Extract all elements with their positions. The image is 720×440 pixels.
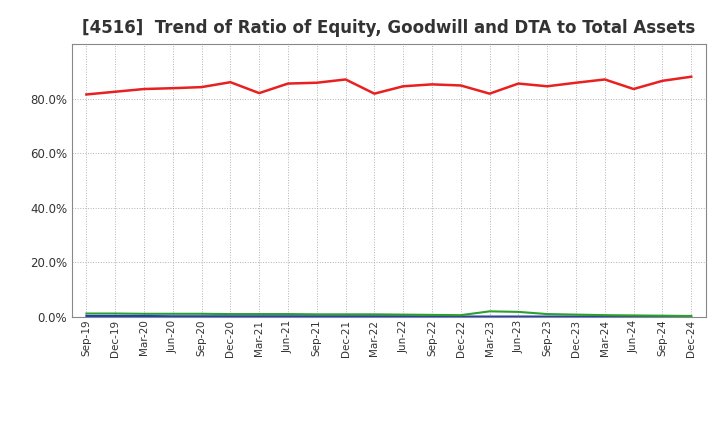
Goodwill [600, 314, 609, 319]
Equity [428, 82, 436, 87]
Equity [572, 80, 580, 85]
Deferred Tax Assets [226, 312, 235, 317]
Line: Equity: Equity [86, 77, 691, 95]
Equity [600, 77, 609, 82]
Goodwill [428, 314, 436, 319]
Legend: Equity, Goodwill, Deferred Tax Assets: Equity, Goodwill, Deferred Tax Assets [194, 438, 583, 440]
Goodwill [312, 314, 321, 319]
Goodwill [111, 313, 120, 319]
Equity [312, 80, 321, 85]
Goodwill [485, 314, 494, 319]
Equity [197, 84, 206, 90]
Equity [226, 80, 235, 85]
Goodwill [255, 314, 264, 319]
Deferred Tax Assets [600, 312, 609, 318]
Goodwill [629, 314, 638, 319]
Equity [284, 81, 292, 86]
Goodwill [168, 314, 177, 319]
Equity [629, 86, 638, 92]
Equity [687, 74, 696, 79]
Goodwill [543, 314, 552, 319]
Equity [140, 86, 148, 92]
Goodwill [399, 314, 408, 319]
Deferred Tax Assets [399, 312, 408, 317]
Equity [341, 77, 350, 82]
Deferred Tax Assets [543, 312, 552, 317]
Deferred Tax Assets [197, 311, 206, 316]
Goodwill [658, 314, 667, 319]
Deferred Tax Assets [687, 313, 696, 319]
Goodwill [687, 314, 696, 319]
Deferred Tax Assets [514, 309, 523, 315]
Deferred Tax Assets [341, 312, 350, 317]
Equity [485, 91, 494, 96]
Deferred Tax Assets [82, 311, 91, 316]
Goodwill [140, 313, 148, 319]
Equity [399, 84, 408, 89]
Deferred Tax Assets [168, 311, 177, 316]
Goodwill [226, 314, 235, 319]
Deferred Tax Assets [629, 313, 638, 318]
Deferred Tax Assets [111, 311, 120, 316]
Goodwill [197, 314, 206, 319]
Goodwill [284, 314, 292, 319]
Equity [658, 78, 667, 84]
Goodwill [341, 314, 350, 319]
Goodwill [456, 314, 465, 319]
Goodwill [572, 314, 580, 319]
Deferred Tax Assets [140, 311, 148, 316]
Equity [456, 83, 465, 88]
Deferred Tax Assets [312, 312, 321, 317]
Equity [370, 91, 379, 96]
Line: Deferred Tax Assets: Deferred Tax Assets [86, 312, 691, 316]
Goodwill [370, 314, 379, 319]
Deferred Tax Assets [658, 313, 667, 319]
Deferred Tax Assets [284, 312, 292, 317]
Deferred Tax Assets [485, 309, 494, 314]
Equity [168, 85, 177, 91]
Deferred Tax Assets [428, 312, 436, 318]
Deferred Tax Assets [370, 312, 379, 317]
Equity [111, 89, 120, 94]
Goodwill [514, 314, 523, 319]
Deferred Tax Assets [456, 312, 465, 318]
Deferred Tax Assets [572, 312, 580, 317]
Equity [82, 92, 91, 97]
Equity [514, 81, 523, 86]
Equity [255, 91, 264, 96]
Deferred Tax Assets [255, 312, 264, 317]
Equity [543, 84, 552, 89]
Goodwill [82, 313, 91, 319]
Title: [4516]  Trend of Ratio of Equity, Goodwill and DTA to Total Assets: [4516] Trend of Ratio of Equity, Goodwil… [82, 19, 696, 37]
